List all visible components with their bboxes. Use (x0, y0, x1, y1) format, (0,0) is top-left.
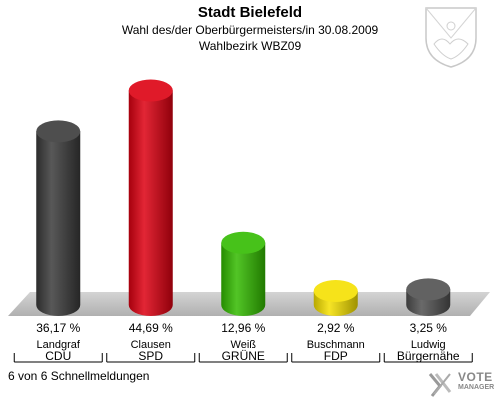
value-label: 44,69 % (129, 321, 173, 335)
chart-title: Stadt Bielefeld (197, 4, 303, 21)
coat-of-arms-icon (425, 7, 477, 68)
party-label: Bürgernähe (397, 349, 460, 363)
party-label: CDU (45, 349, 71, 363)
status-text: 6 von 6 Schnellmeldungen (8, 369, 150, 383)
logo-text: VOTE (458, 370, 493, 384)
district-label: Wahlbezirk WBZ09 (198, 39, 302, 53)
value-label: 12,96 % (221, 321, 265, 335)
bar-top-spd (128, 79, 173, 102)
candidate-label: Ludwig (411, 339, 446, 351)
candidate-label: Weiß (231, 339, 257, 351)
bar-top-grüne (221, 231, 266, 254)
party-label: FDP (324, 349, 348, 363)
bar-cdu (36, 131, 81, 316)
value-label: 2,92 % (317, 321, 355, 335)
chart-subtitle: Wahl des/der Oberbürgermeisters/in 30.08… (121, 23, 379, 37)
bar-spd (128, 90, 173, 316)
candidate-label: Landgraf (37, 339, 81, 351)
bar-top-bürgernähe (406, 278, 451, 301)
value-label: 3,25 % (410, 321, 448, 335)
party-label: SPD (138, 349, 163, 363)
bar-grüne (221, 242, 266, 316)
bar-top-cdu (36, 120, 81, 143)
candidate-label: Clausen (131, 339, 171, 351)
candidate-label: Buschmann (307, 339, 365, 351)
value-label: 36,17 % (36, 321, 80, 335)
vote-manager-logo-icon (428, 373, 452, 397)
party-label: GRÜNE (222, 349, 265, 363)
bar-top-fdp (313, 279, 358, 302)
logo-subtext: MANAGER (458, 384, 495, 391)
